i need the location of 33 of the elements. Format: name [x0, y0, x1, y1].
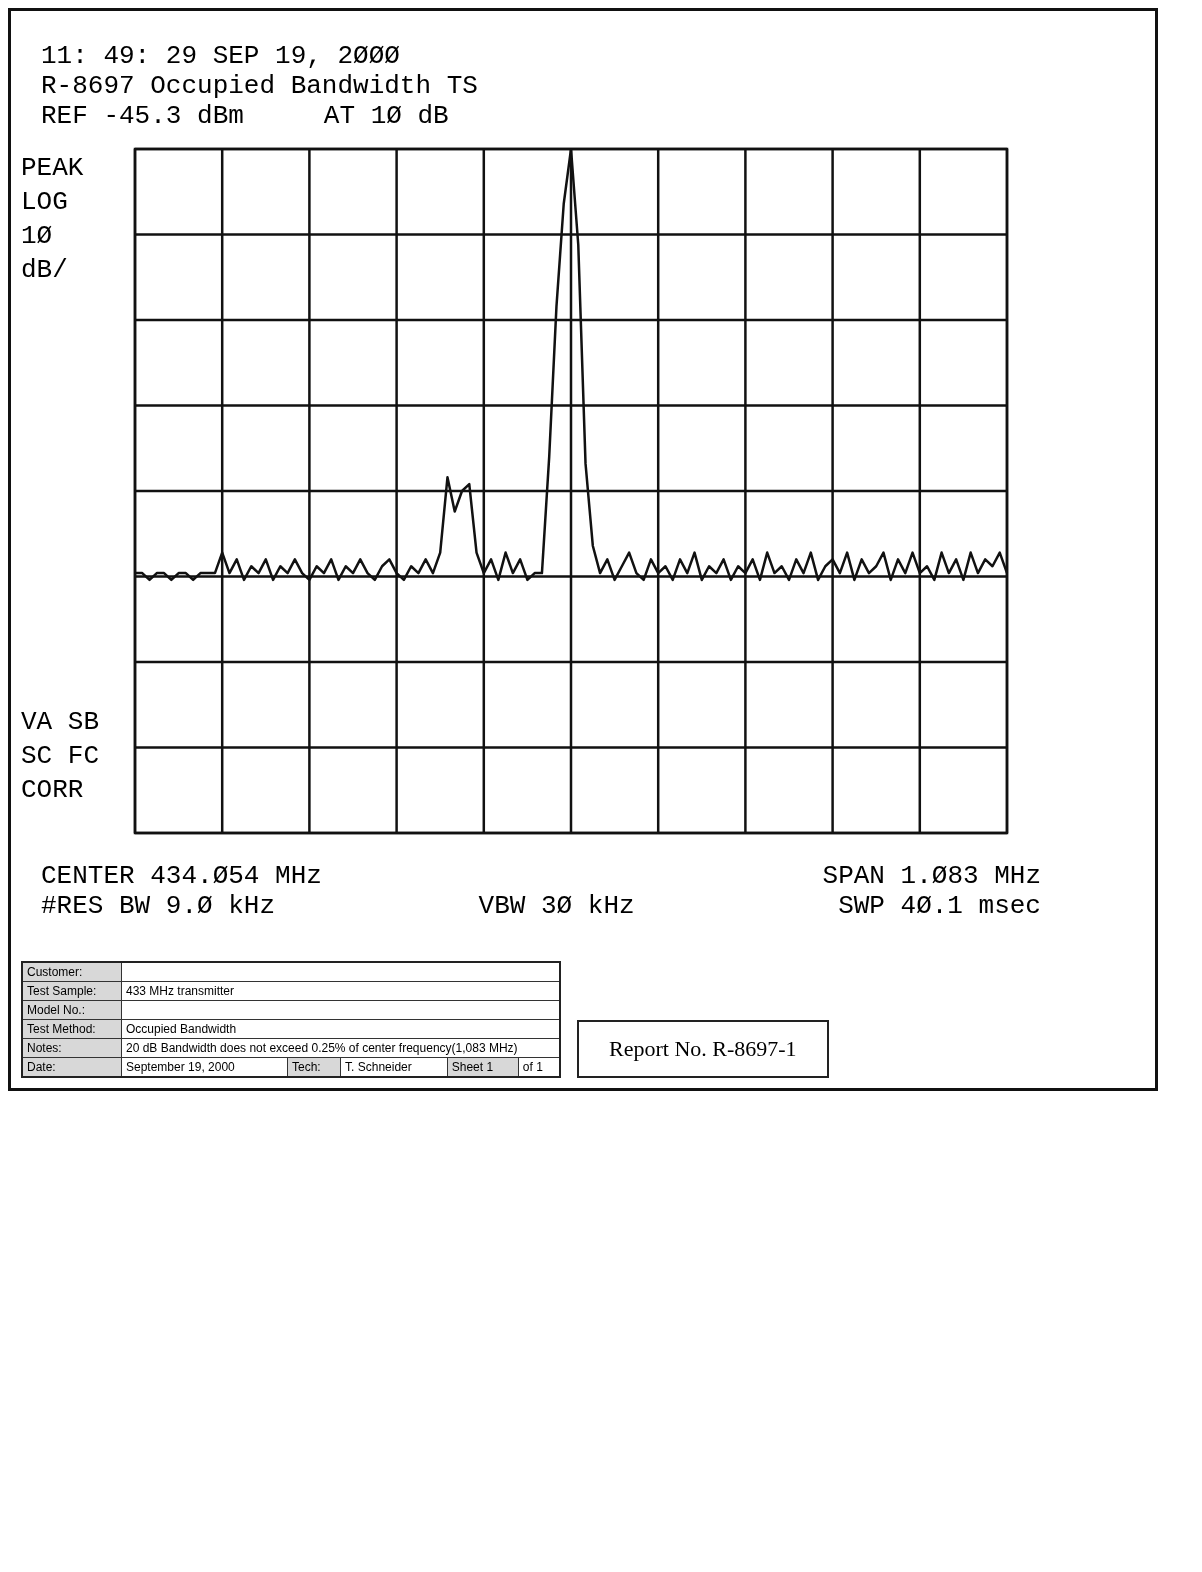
text: CENTER 434.Ø54 MHz	[41, 861, 322, 891]
text: SWP 4Ø.1 msec	[838, 891, 1041, 921]
text: VBW 3Ø kHz	[478, 891, 635, 921]
text: VA SB	[21, 707, 100, 737]
text: 433 MHz transmitter	[126, 984, 235, 998]
text: 20 dB Bandwidth does not exceed 0.25% of center frequency(1,083 MHz)	[126, 1041, 518, 1055]
text: Customer:	[27, 965, 83, 979]
text: CORR	[21, 775, 85, 805]
text: SC FC	[21, 741, 100, 771]
text: Model No.:	[27, 1003, 86, 1017]
text: Tech:	[291, 1060, 321, 1074]
text: Occupied Bandwidth	[126, 1022, 237, 1036]
text: of	[522, 1060, 533, 1074]
text: Test Method:	[27, 1022, 96, 1036]
text: SPAN 1.Ø83 MHz	[822, 861, 1041, 891]
text: Report No. R-8697-1	[609, 1036, 797, 1061]
text: T. Schneider	[345, 1060, 412, 1074]
text: 1	[486, 1060, 494, 1074]
text: September 19, 2000	[126, 1060, 235, 1074]
text: REF -45.3 dBm	[41, 101, 244, 131]
text: Notes:	[27, 1041, 62, 1055]
text: 1	[536, 1060, 543, 1074]
text: Date:	[27, 1060, 56, 1074]
text: Sheet	[451, 1060, 484, 1074]
text: AT 1Ø dB	[323, 101, 449, 131]
chart-title: R-8697 Occupied Bandwidth TS	[41, 71, 478, 101]
text: 1Ø	[21, 221, 54, 251]
text: dB/	[21, 255, 69, 285]
text: 11: 49: 29 SEP 19, 2ØØØ	[41, 41, 400, 71]
text: PEAK	[21, 153, 85, 183]
text: Test Sample:	[27, 984, 97, 998]
text: LOG	[21, 187, 69, 217]
text: #RES BW 9.Ø kHz	[41, 891, 276, 921]
